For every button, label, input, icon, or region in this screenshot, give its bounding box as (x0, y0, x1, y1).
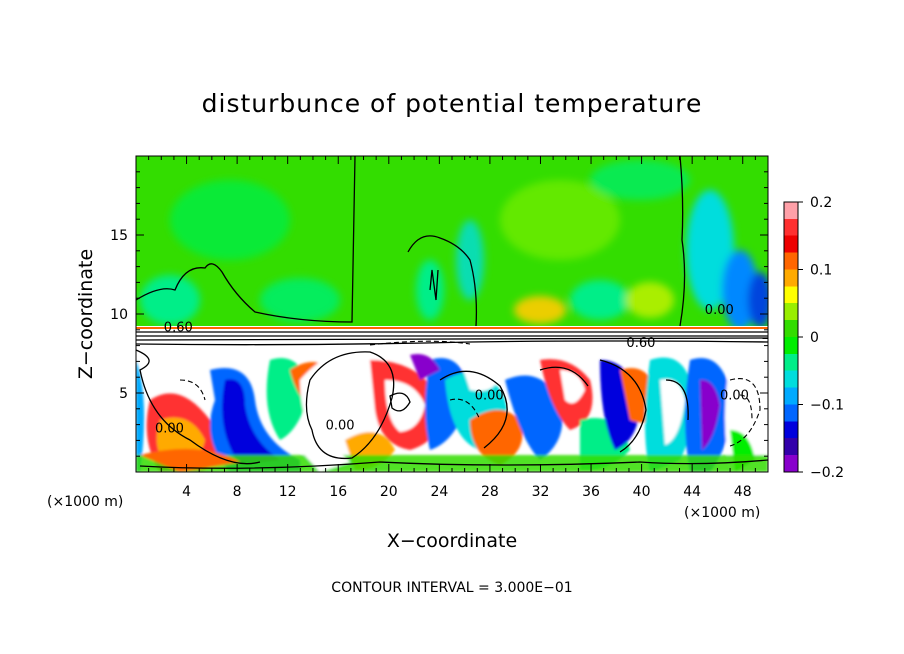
contour-label: 0.00 (705, 303, 734, 318)
contour-label: 0.00 (155, 422, 184, 437)
contour-label: 0.00 (720, 388, 749, 403)
y-tick-label: 15 (110, 228, 128, 244)
contour-label: 0.60 (626, 336, 655, 351)
x-tick-label: 28 (481, 484, 499, 500)
x-tick-label: 20 (380, 484, 398, 500)
x-tick-label: 40 (633, 484, 651, 500)
x-tick-label: 8 (233, 484, 242, 500)
contour-labels: 0.60 0.60 0.00 0.00 0.00 0.00 0.00 (155, 303, 749, 437)
plot-area: 0.60 0.60 0.00 0.00 0.00 0.00 0.00 (136, 156, 768, 472)
x-tick-label: 12 (279, 484, 297, 500)
x-unit-right: (×1000 m) (684, 505, 760, 521)
colorbar-tick-label: 0.1 (810, 263, 832, 279)
y-axis: 5 10 15 (110, 171, 768, 457)
colorbar-ticks: 0.2 0.1 0 −0.1 −0.2 (798, 195, 844, 481)
x-tick-label: 16 (329, 484, 347, 500)
x-unit-left: (×1000 m) (47, 494, 123, 510)
x-tick-label: 36 (582, 484, 600, 500)
chart-title: disturbunce of potential temperature (202, 89, 703, 118)
contour-label: 0.00 (475, 388, 504, 403)
contour-lines-dashed (179, 340, 761, 447)
colorbar-tick-label: 0 (810, 330, 819, 346)
field-lower-eddies (136, 349, 768, 472)
x-tick-label: 4 (182, 484, 191, 500)
colorbar-tick-label: −0.1 (810, 398, 844, 414)
x-axis-label: X−coordinate (387, 530, 517, 552)
y-tick-label: 10 (110, 307, 128, 323)
contour-lines (136, 156, 768, 469)
x-tick-label: 44 (683, 484, 701, 500)
colorbar (783, 201, 799, 473)
x-tick-label: 32 (532, 484, 550, 500)
colorbar-tick-label: 0.2 (810, 195, 832, 211)
contour-label: 0.00 (326, 418, 355, 433)
y-axis-label: Z−coordinate (75, 249, 97, 379)
y-tick-label: 5 (119, 386, 128, 402)
x-tick-label: 24 (430, 484, 448, 500)
x-tick-label: 48 (734, 484, 752, 500)
contour-interval-note: CONTOUR INTERVAL = 3.000E−01 (331, 580, 572, 596)
x-axis: 4 8 12 16 20 24 28 32 36 40 44 48 (148, 156, 756, 500)
colorbar-tick-label: −0.2 (810, 465, 844, 481)
contour-label: 0.60 (164, 320, 193, 335)
